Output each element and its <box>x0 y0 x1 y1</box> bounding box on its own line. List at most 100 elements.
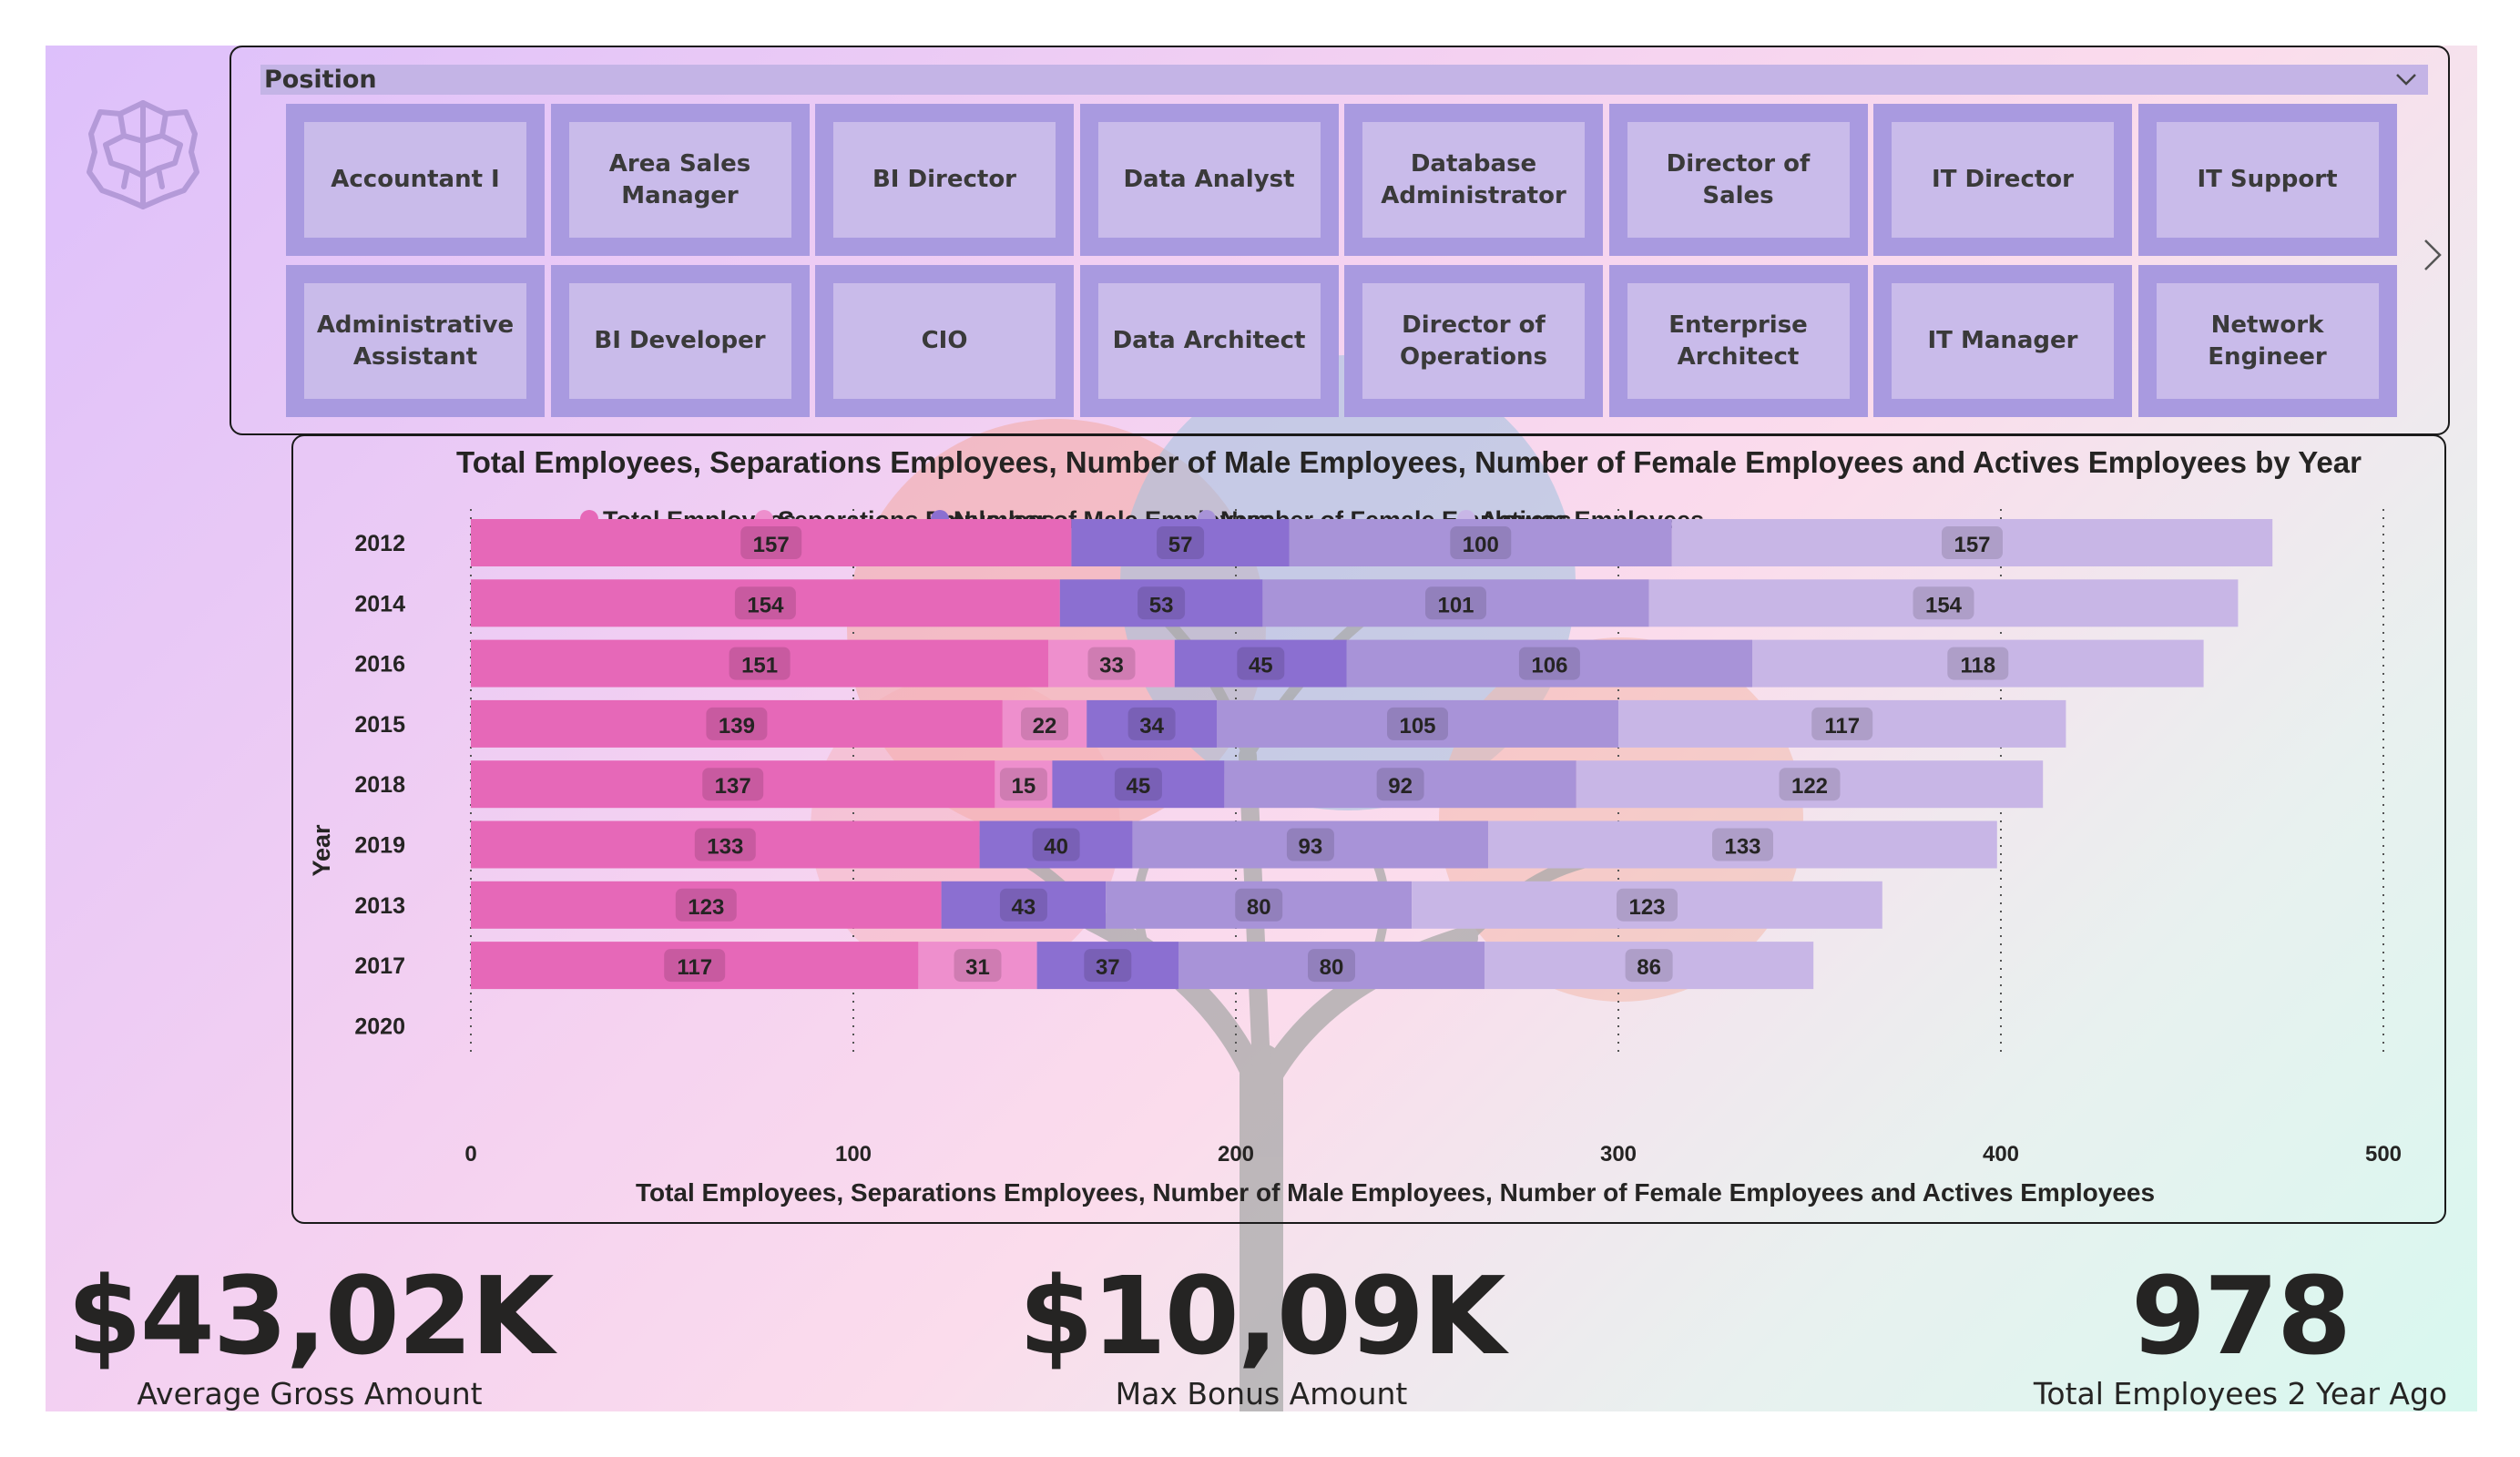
y-tick-label: 2013 <box>354 893 405 919</box>
slicer-tile[interactable]: BI Director <box>815 104 1074 256</box>
bar-segment[interactable] <box>471 942 919 990</box>
y-tick-label: 2019 <box>354 833 405 859</box>
bar-segment[interactable] <box>1346 639 1752 688</box>
data-label: 106 <box>1531 654 1567 678</box>
bar-segment[interactable] <box>1752 639 2204 688</box>
bar-segment[interactable] <box>1262 579 1649 627</box>
bar-segment[interactable] <box>471 579 1060 627</box>
data-label: 101 <box>1437 593 1474 617</box>
bar-segment[interactable] <box>1671 519 2273 566</box>
data-label-background <box>1021 707 1068 740</box>
bar-segment[interactable] <box>1178 942 1484 990</box>
data-label-background <box>1450 526 1512 559</box>
data-label: 37 <box>1096 955 1120 980</box>
data-label-background <box>1947 647 2009 680</box>
bar-segment[interactable] <box>1412 881 1882 929</box>
data-label-background <box>1942 526 2003 559</box>
data-label: 137 <box>715 774 751 799</box>
x-axis-title: Total Employees, Separations Employees, … <box>636 1178 2155 1207</box>
bar-segment[interactable] <box>1618 699 2066 748</box>
bar-segment[interactable] <box>1048 639 1175 688</box>
bar-segment[interactable] <box>918 942 1037 990</box>
data-label: 122 <box>1791 774 1828 799</box>
data-label: 117 <box>1824 714 1860 739</box>
data-label-background <box>1518 647 1580 680</box>
slicer-header[interactable]: Position <box>260 65 2428 95</box>
brain-logo-icon <box>87 100 199 209</box>
data-label: 43 <box>1012 895 1036 920</box>
slicer-tile[interactable]: Area Sales Manager <box>550 104 810 256</box>
slicer-tile[interactable]: Director of Sales <box>1608 104 1868 256</box>
slicer-tile[interactable]: IT Support <box>2137 104 2397 256</box>
y-tick-label: 2020 <box>354 1014 405 1039</box>
data-label-background <box>1138 586 1186 620</box>
bar-segment[interactable] <box>1106 881 1413 929</box>
chart-x-axis: 0 100 200 300 400 500 <box>464 1142 2402 1167</box>
bar-segment[interactable] <box>471 760 995 809</box>
data-label: 133 <box>707 835 743 860</box>
bar-segment[interactable] <box>1648 579 2239 627</box>
slicer-tile[interactable]: IT Manager <box>1873 265 2132 417</box>
data-label: 123 <box>1628 895 1665 920</box>
bar-segment[interactable] <box>1132 820 1489 869</box>
data-label: 53 <box>1149 593 1174 617</box>
chevron-right-icon[interactable] <box>2422 237 2443 273</box>
bar-segment[interactable] <box>1052 760 1225 809</box>
bar-segment[interactable] <box>1036 942 1178 990</box>
data-label-background <box>1712 828 1773 861</box>
data-label-background <box>1286 828 1334 861</box>
data-label-background <box>702 768 764 801</box>
data-label: 80 <box>1247 895 1271 920</box>
slicer-tile[interactable]: BI Developer <box>550 265 810 417</box>
data-label-background <box>1032 828 1080 861</box>
data-label-background <box>1617 888 1678 922</box>
slicer-tile[interactable]: Director of Operations <box>1344 265 1603 417</box>
bar-segment[interactable] <box>941 881 1107 929</box>
bar-segment[interactable] <box>471 519 1072 566</box>
bar-segment[interactable] <box>471 699 1003 748</box>
slicer-tile[interactable]: Data Analyst <box>1079 104 1339 256</box>
slicer-tile-label: Director of Operations <box>1362 283 1585 399</box>
slicer-tile[interactable]: CIO <box>815 265 1074 417</box>
kpi-max-bonus-amount: $10,09K Max Bonus Amount <box>997 1261 1525 1411</box>
slicer-tile-label: Area Sales Manager <box>568 122 791 238</box>
data-label: 157 <box>753 533 790 557</box>
slicer-tile[interactable]: Administrative Assistant <box>286 265 545 417</box>
bar-segment[interactable] <box>1484 942 1814 990</box>
data-label-background <box>734 586 796 620</box>
data-label: 157 <box>1954 533 1990 557</box>
slicer-tile[interactable]: IT Director <box>1873 104 2132 256</box>
slicer-tile[interactable]: Network Engineer <box>2137 265 2397 417</box>
bar-segment[interactable] <box>1488 820 1997 869</box>
slicer-tile[interactable]: Enterprise Architect <box>1608 265 1868 417</box>
bar-segment[interactable] <box>1174 639 1347 688</box>
bar-segment[interactable] <box>1071 519 1290 566</box>
chevron-down-icon[interactable] <box>2393 66 2419 92</box>
bar-segment[interactable] <box>1059 579 1263 627</box>
bar-segment[interactable] <box>1002 699 1087 748</box>
bar-segment[interactable] <box>471 881 942 929</box>
bar-segment[interactable] <box>471 820 980 869</box>
kpi-value: $43,02K <box>66 1253 555 1379</box>
y-tick-label: 2016 <box>354 652 405 678</box>
position-slicer: Position Accountant I Area Sales Manager BI… <box>230 46 2450 435</box>
bar-segment[interactable] <box>995 760 1053 809</box>
bar-segment[interactable] <box>471 639 1049 688</box>
data-label-background <box>706 707 768 740</box>
data-label-background <box>729 647 791 680</box>
y-tick-label: 2018 <box>354 772 405 798</box>
bar-segment[interactable] <box>1224 760 1576 809</box>
data-label: 133 <box>1724 835 1760 860</box>
bar-segment[interactable] <box>979 820 1133 869</box>
slicer-tile[interactable]: Database Administrator <box>1344 104 1603 256</box>
slicer-tile[interactable]: Data Architect <box>1079 265 1339 417</box>
bar-segment[interactable] <box>1217 699 1618 748</box>
bar-segment[interactable] <box>1289 519 1672 566</box>
slicer-tile[interactable]: Accountant I <box>286 104 545 256</box>
bar-segment[interactable] <box>1576 760 2044 809</box>
data-label-background <box>1811 707 1873 740</box>
data-label: 45 <box>1127 774 1151 799</box>
bar-segment[interactable] <box>1087 699 1217 748</box>
data-label: 154 <box>747 593 784 617</box>
